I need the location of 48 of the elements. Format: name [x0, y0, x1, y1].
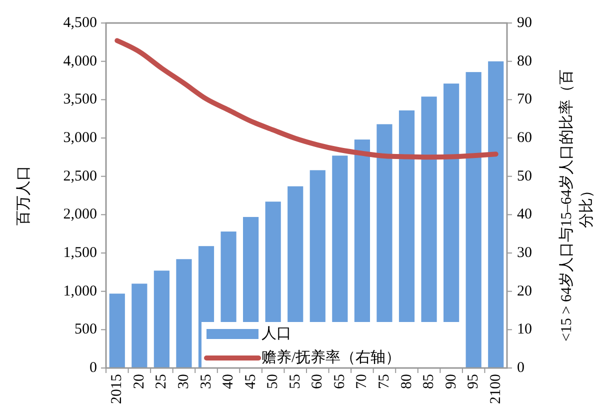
y-tick-label: 4,500	[63, 15, 97, 31]
x-tick-label: 80	[398, 374, 415, 389]
bar	[488, 61, 504, 368]
y2-tick-label: 10	[517, 322, 532, 338]
y-axis-title: 百万人口	[16, 166, 32, 226]
legend-label: 赡养/抚养率（右轴）	[262, 349, 401, 366]
bar	[132, 284, 148, 368]
bar	[176, 259, 192, 368]
y2-tick-label: 70	[517, 92, 532, 108]
bar	[154, 270, 170, 368]
y-tick-label: 1,500	[63, 245, 97, 261]
y-tick-label: 2,000	[63, 206, 97, 223]
x-tick-label: 90	[443, 374, 460, 389]
y-tick-label: 2,500	[63, 168, 97, 184]
x-tick-label: 25	[154, 374, 170, 389]
y-tick-label: 1,000	[63, 283, 97, 300]
x-tick-label: 40	[220, 374, 237, 389]
y-tick-label: 3,000	[63, 130, 97, 146]
y2-tick-label: 40	[517, 206, 532, 223]
x-tick-label: 50	[265, 374, 282, 389]
y-tick-label: 3,500	[63, 92, 97, 108]
x-tick-label: 20	[131, 374, 148, 389]
x-tick-label: 95	[466, 374, 482, 389]
x-tick-label: 2015	[109, 374, 126, 404]
y2-tick-label: 90	[517, 15, 532, 31]
bar	[466, 72, 482, 368]
y2-tick-label: 30	[517, 245, 532, 261]
y-tick-label: 4,000	[63, 53, 97, 70]
x-tick-label: 30	[176, 374, 192, 389]
bar	[109, 294, 125, 368]
x-tick-label: 60	[310, 374, 326, 389]
y2-tick-label: 0	[517, 360, 524, 376]
x-tick-label: 75	[376, 374, 392, 389]
legend-label: 人口	[262, 326, 292, 342]
x-tick-label: 85	[421, 374, 438, 389]
y2-axis-title: <15 > 64岁人口与15–64岁人口的比率（百分比）	[558, 70, 595, 342]
x-tick-label: 45	[242, 374, 259, 389]
y2-tick-label: 20	[517, 283, 532, 300]
y2-tick-label: 50	[517, 168, 532, 184]
x-tick-label: 2100	[488, 374, 504, 404]
y2-tick-label: 80	[517, 53, 532, 70]
y2-tick-label: 60	[517, 130, 532, 146]
y-tick-label: 500	[74, 322, 97, 338]
x-tick-label: 65	[332, 374, 348, 389]
x-tick-label: 55	[287, 374, 304, 389]
x-tick-label: 35	[198, 374, 214, 389]
x-tick-label: 70	[354, 374, 370, 389]
y-tick-label: 0	[90, 360, 97, 376]
